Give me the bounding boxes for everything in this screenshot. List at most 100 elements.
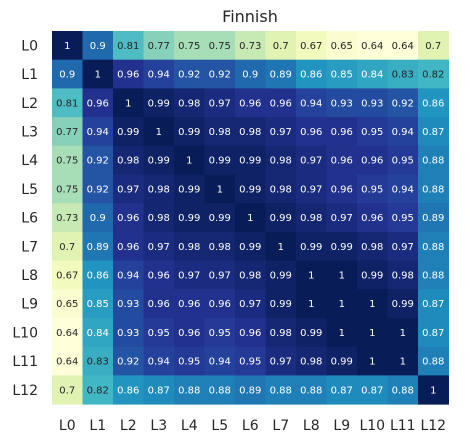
heatmap-cell <box>204 318 236 348</box>
cell-value-label: 0.95 <box>361 184 383 195</box>
heatmap-cell <box>235 203 266 233</box>
heatmap-cell <box>265 375 297 405</box>
cell-value-label: 0.87 <box>422 328 444 339</box>
cell-value-label: 0.97 <box>239 299 261 310</box>
heatmap-cell <box>82 117 114 147</box>
cell-value-label: 0.7 <box>273 41 289 52</box>
heatmap-cell <box>204 203 236 233</box>
cell-value-label: 0.83 <box>87 357 109 368</box>
cell-value-label: 0.88 <box>209 385 231 396</box>
heatmap-cell <box>52 346 83 376</box>
y-tick-label: L9 <box>21 297 38 313</box>
cell-value-label: 0.65 <box>331 41 353 52</box>
cell-value-label: 0.85 <box>87 299 109 310</box>
cell-value-label: 1 <box>247 213 253 224</box>
cell-value-label: 0.98 <box>270 184 292 195</box>
cell-value-label: 1 <box>369 299 375 310</box>
cell-value-label: 0.87 <box>361 385 383 396</box>
cell-value-label: 0.86 <box>117 385 139 396</box>
x-tick-label: L10 <box>359 418 385 434</box>
cell-value-label: 0.93 <box>361 98 383 109</box>
heatmap-cell <box>265 88 297 118</box>
heatmap-cell <box>296 260 327 290</box>
heatmap-cell <box>296 346 327 376</box>
cell-value-label: 0.97 <box>117 184 139 195</box>
heatmap-cell <box>357 88 388 118</box>
cell-value-label: 0.97 <box>209 270 231 281</box>
heatmap-cell <box>387 59 419 89</box>
heatmap-cell <box>296 31 327 61</box>
cell-value-label: 0.94 <box>148 357 170 368</box>
heatmap-cell <box>326 59 358 89</box>
cell-value-label: 0.64 <box>361 41 383 52</box>
cell-value-label: 0.94 <box>392 184 414 195</box>
heatmap-cell <box>204 231 236 262</box>
heatmap-cell <box>357 375 388 405</box>
heatmap-cell <box>82 88 114 118</box>
x-tick-label: L1 <box>89 418 106 434</box>
cell-value-label: 1 <box>64 41 70 52</box>
cell-value-label: 0.97 <box>300 184 322 195</box>
cell-value-label: 0.96 <box>239 98 261 109</box>
heatmap-cell <box>387 117 419 147</box>
cell-value-label: 0.95 <box>178 357 200 368</box>
cell-value-label: 0.7 <box>59 385 75 396</box>
cell-value-label: 0.77 <box>56 127 78 138</box>
cell-value-label: 0.82 <box>422 70 444 81</box>
cell-value-label: 0.96 <box>239 328 261 339</box>
x-tick-label: L8 <box>303 418 320 434</box>
heatmap-cell <box>143 231 175 262</box>
cell-value-label: 0.98 <box>300 357 322 368</box>
heatmap-cell <box>357 289 388 319</box>
cell-value-label: 0.92 <box>178 70 200 81</box>
heatmap-cell <box>204 117 236 147</box>
x-tick-label: L4 <box>181 418 198 434</box>
heatmap-cell <box>143 59 175 89</box>
x-tick-label: L0 <box>59 418 76 434</box>
heatmap-cell <box>82 174 114 204</box>
heatmap-cell <box>418 145 449 175</box>
cell-value-label: 0.99 <box>331 357 353 368</box>
cell-value-label: 0.88 <box>270 385 292 396</box>
heatmap-cell <box>387 260 419 290</box>
cell-value-label: 0.9 <box>90 213 106 224</box>
heatmap-cell <box>357 174 388 204</box>
cell-value-label: 0.89 <box>270 70 292 81</box>
heatmap-cell <box>52 145 83 175</box>
heatmap-cell <box>326 318 358 348</box>
heatmap-cell <box>204 260 236 290</box>
cell-value-label: 1 <box>339 299 345 310</box>
cell-value-label: 0.88 <box>422 242 444 253</box>
cell-value-label: 0.99 <box>239 156 261 167</box>
heatmap-cell <box>52 117 83 147</box>
cell-value-label: 1 <box>217 184 223 195</box>
cell-value-label: 0.96 <box>148 299 170 310</box>
chart-title: Finnish <box>222 7 278 26</box>
heatmap-cell <box>296 145 327 175</box>
cell-value-label: 0.92 <box>209 70 231 81</box>
cell-value-label: 0.96 <box>331 127 353 138</box>
heatmap-cell <box>235 88 266 118</box>
heatmap-cell <box>174 145 205 175</box>
cell-value-label: 0.96 <box>331 156 353 167</box>
cell-value-label: 0.67 <box>300 41 322 52</box>
cell-value-label: 0.98 <box>239 270 261 281</box>
cell-value-label: 0.99 <box>209 156 231 167</box>
heatmap-cell <box>204 346 236 376</box>
cell-value-label: 0.92 <box>87 156 109 167</box>
heatmap-cell <box>235 260 266 290</box>
heatmap-cell <box>387 289 419 319</box>
cell-value-label: 0.96 <box>178 328 200 339</box>
cell-value-label: 0.86 <box>300 70 322 81</box>
heatmap-cell <box>204 375 236 405</box>
heatmap-cell <box>113 174 144 204</box>
cell-value-label: 0.94 <box>209 357 231 368</box>
cell-value-label: 0.98 <box>148 184 170 195</box>
cell-value-label: 0.87 <box>422 127 444 138</box>
cell-value-label: 0.84 <box>87 328 109 339</box>
y-tick-label: L5 <box>21 182 38 198</box>
cell-value-label: 0.96 <box>331 184 353 195</box>
heatmap-cell <box>265 174 297 204</box>
heatmap-cell <box>143 174 175 204</box>
y-tick-label: L0 <box>21 38 38 54</box>
